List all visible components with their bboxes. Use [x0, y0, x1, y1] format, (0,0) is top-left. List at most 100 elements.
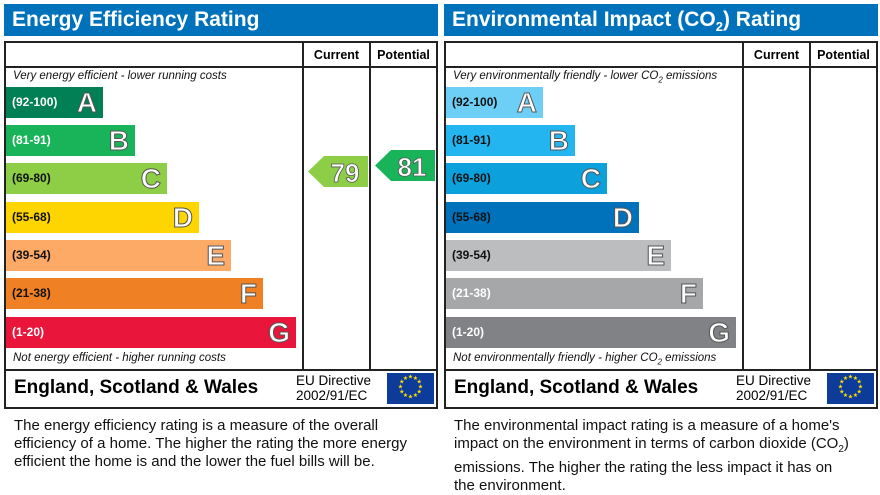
star-icon: ★: [413, 392, 418, 399]
star-icon: ★: [839, 379, 844, 386]
description: The energy efficiency rating is a measur…: [14, 417, 408, 470]
band-letter: E: [646, 240, 666, 272]
score-text: 79: [331, 158, 360, 187]
band-d: (55-68) D: [6, 202, 199, 234]
potential-column: [809, 43, 811, 371]
star-icon: ★: [416, 379, 421, 386]
star-icon: ★: [403, 375, 408, 382]
column-header-potential: Potential: [817, 48, 870, 62]
potential-rating-arrow: 81: [375, 149, 435, 182]
bottom-note: Not environmentally friendly - higher CO…: [453, 352, 717, 367]
title-text: Environmental Impact (CO: [452, 8, 716, 31]
bottom-note: Not energy efficient - higher running co…: [13, 352, 226, 364]
band-range: (92-100): [452, 95, 498, 109]
environmental-impact-panel: Environmental Impact (CO2) Rating Curren…: [444, 0, 878, 494]
band-range: (69-80): [12, 171, 51, 185]
eu-directive: EU Directive 2002/91/EC: [296, 373, 372, 403]
star-icon: ★: [416, 389, 421, 396]
band-range: (39-54): [12, 248, 51, 262]
footer-divider: [446, 369, 876, 371]
star-icon: ★: [839, 389, 844, 396]
band-d: (55-68) D: [446, 202, 639, 234]
eu-directive: EU Directive 2002/91/EC: [736, 373, 812, 403]
current-column: [742, 43, 744, 371]
title-end: ) Rating: [722, 8, 802, 31]
band-f: (21-38) F: [446, 278, 703, 310]
band-a: (92-100) A: [446, 87, 543, 119]
panel-title: Environmental Impact (CO2) Rating: [444, 4, 878, 36]
footer: England, Scotland & Wales EU Directive 20…: [6, 369, 436, 409]
potential-column: [369, 43, 371, 371]
star-icon: ★: [848, 394, 853, 401]
band-g: (1-20) G: [6, 317, 296, 349]
band-letter: D: [612, 202, 633, 234]
band-range: (21-38): [12, 286, 51, 300]
star-icon: ★: [418, 384, 423, 391]
band-letter: A: [76, 87, 97, 119]
star-icon: ★: [413, 375, 418, 382]
band-letter: G: [268, 317, 291, 349]
band-letter: D: [172, 202, 193, 234]
description: The environmental impact rating is a mea…: [454, 417, 849, 494]
column-header-current: Current: [313, 48, 360, 62]
current-column: [302, 43, 304, 371]
band-range: (81-91): [12, 133, 51, 147]
eu-flag-icon: ★ ★ ★ ★ ★ ★ ★ ★ ★ ★ ★ ★: [387, 373, 434, 404]
star-icon: ★: [848, 374, 853, 381]
header-divider: [446, 66, 876, 68]
band-f: (21-38) F: [6, 278, 263, 310]
star-icon: ★: [853, 375, 858, 382]
band-letter: F: [679, 278, 697, 310]
star-icon: ★: [838, 384, 843, 391]
star-icon: ★: [856, 389, 861, 396]
star-icon: ★: [853, 392, 858, 399]
column-header-potential: Potential: [377, 48, 430, 62]
star-icon: ★: [399, 379, 404, 386]
star-icon: ★: [858, 384, 863, 391]
header-divider: [6, 66, 436, 68]
band-c: (69-80) C: [446, 163, 607, 195]
energy-efficiency-panel: Energy Efficiency Rating Current Potenti…: [4, 0, 438, 493]
band-letter: E: [206, 240, 226, 272]
band-range: (55-68): [452, 210, 491, 224]
star-icon: ★: [843, 375, 848, 382]
star-icon: ★: [408, 394, 413, 401]
band-range: (55-68): [12, 210, 51, 224]
title-subscript: 2: [715, 19, 723, 35]
band-range: (92-100): [12, 95, 58, 109]
band-e: (39-54) E: [446, 240, 671, 272]
top-note: Very energy efficient - lower running co…: [13, 70, 227, 82]
rating-table: Current Potential Very energy efficient …: [4, 41, 438, 409]
title-text: Energy Efficiency Rating: [12, 8, 260, 31]
band-b: (81-91) B: [6, 125, 135, 157]
band-c: (69-80) C: [6, 163, 167, 195]
band-a: (92-100) A: [6, 87, 103, 119]
band-letter: A: [516, 87, 537, 119]
footer-divider: [6, 369, 436, 371]
region-label: England, Scotland & Wales: [14, 377, 259, 398]
star-icon: ★: [856, 379, 861, 386]
band-b: (81-91) B: [446, 125, 575, 157]
star-icon: ★: [398, 384, 403, 391]
band-g: (1-20) G: [446, 317, 736, 349]
band-range: (1-20): [12, 325, 45, 339]
eu-flag-icon: ★ ★ ★ ★ ★ ★ ★ ★ ★ ★ ★ ★: [827, 373, 874, 404]
star-icon: ★: [408, 374, 413, 381]
panel-title: Energy Efficiency Rating: [4, 4, 438, 36]
current-rating-arrow: 79: [308, 156, 368, 189]
band-letter: C: [140, 163, 161, 195]
band-letter: B: [548, 125, 569, 157]
band-range: (39-54): [452, 248, 491, 262]
footer: England, Scotland & Wales EU Directive 20…: [446, 369, 876, 409]
band-e: (39-54) E: [6, 240, 231, 272]
band-letter: F: [239, 278, 257, 310]
star-icon: ★: [399, 389, 404, 396]
band-range: (69-80): [452, 171, 491, 185]
band-letter: B: [108, 125, 129, 157]
top-note: Very environmentally friendly - lower CO…: [453, 70, 718, 85]
score-text: 81: [398, 152, 427, 181]
star-icon: ★: [843, 392, 848, 399]
band-range: (21-38): [452, 286, 491, 300]
band-range: (1-20): [452, 325, 485, 339]
rating-table: Current Potential Very environmentally f…: [444, 41, 878, 409]
